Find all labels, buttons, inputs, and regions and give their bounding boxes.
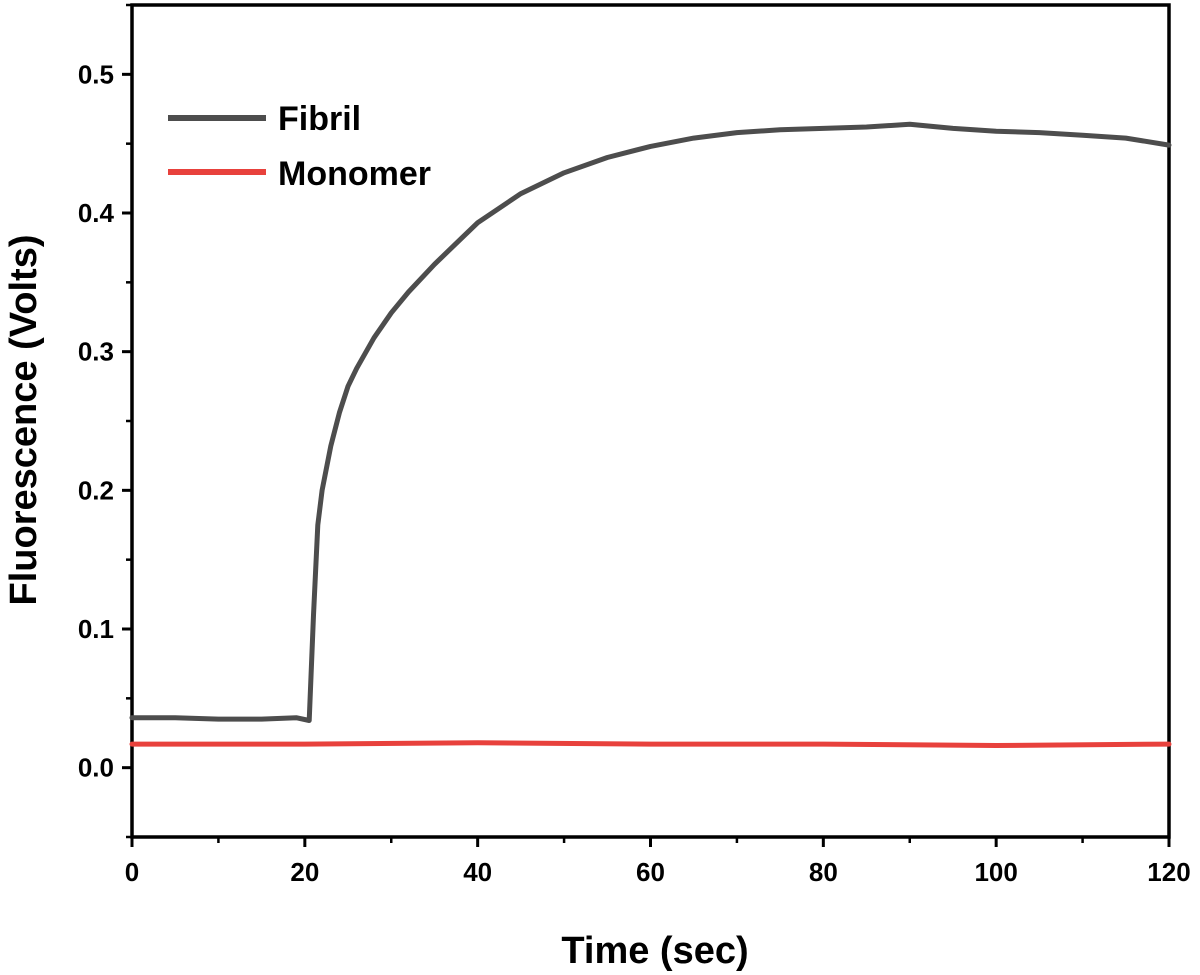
x-tick-label: 120 [1147,857,1190,887]
y-tick-label: 0.2 [78,475,114,505]
x-tick-label: 100 [974,857,1017,887]
y-tick-label: 0.4 [78,198,115,228]
y-tick-label: 0.1 [78,614,114,644]
x-tick-label: 80 [809,857,838,887]
legend-label-monomer: Monomer [278,155,431,193]
x-tick-label: 0 [125,857,139,887]
x-tick-label: 20 [290,857,319,887]
series-line-monomer [129,740,1172,748]
y-tick-label: 0.3 [78,337,114,367]
y-axis-title: Fluorescence (Volts) [3,235,45,606]
x-axis-title: Time (sec) [561,930,748,972]
legend: Fibril Monomer [168,100,431,193]
series-line-fibril [129,121,1172,723]
y-tick-label: 0.0 [78,753,114,783]
series-layer [129,121,1172,748]
tick-layer: 0 20 40 60 80 100 120 0.0 0.1 0.2 0.3 0.4 0.5 [78,3,1191,887]
x-tick-label: 60 [636,857,665,887]
x-tick-label: 40 [463,857,492,887]
y-tick-label: 0.5 [78,59,114,89]
legend-label-fibril: Fibril [278,100,361,138]
